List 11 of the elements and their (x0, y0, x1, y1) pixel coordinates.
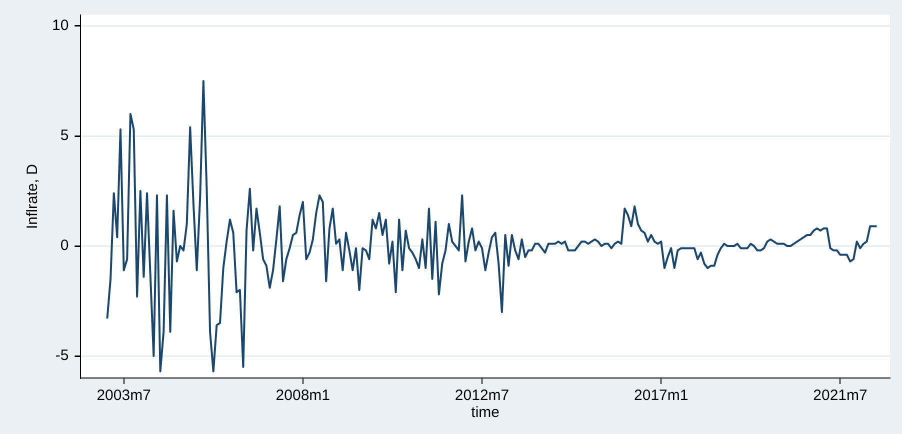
x-tick-label: 2017m1 (634, 387, 688, 404)
y-tick-label: -5 (55, 347, 69, 364)
x-tick-label: 2008m1 (276, 387, 330, 404)
x-tick-label: 2003m7 (96, 387, 151, 404)
y-tick-label: 0 (60, 237, 69, 254)
y-tick-label: 5 (60, 127, 69, 144)
x-tick-label: 2021m7 (813, 387, 868, 404)
y-tick-label: 10 (52, 17, 69, 34)
x-tick-label: 2012m7 (454, 387, 510, 404)
y-axis-title: Inflrate, D (24, 164, 42, 230)
x-axis-title: time (471, 404, 500, 422)
